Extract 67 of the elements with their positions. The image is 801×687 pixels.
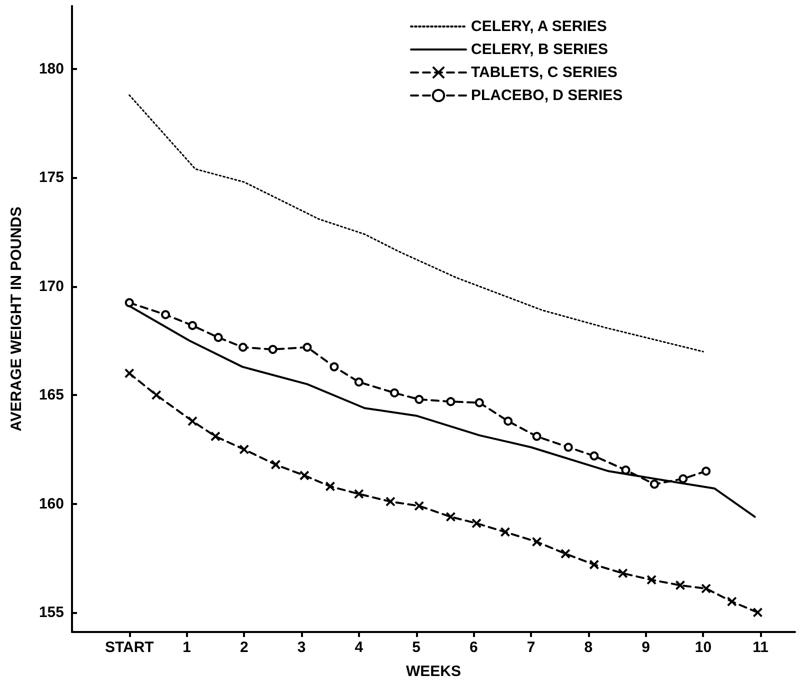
point: [618, 568, 628, 578]
point: [124, 298, 134, 308]
point: [726, 596, 737, 607]
point: [564, 442, 573, 452]
point: [646, 574, 657, 585]
x-tick-label: 5: [412, 639, 420, 656]
point: [302, 342, 312, 352]
y-tick-label: 170: [38, 278, 64, 295]
point: [124, 368, 134, 378]
y-axis-title: AVERAGE WEIGHT IN POUNDS: [8, 206, 25, 432]
point: [560, 548, 570, 559]
point: [268, 344, 278, 354]
point: [354, 378, 364, 387]
point: [590, 451, 599, 460]
point: [390, 388, 399, 398]
legend-label: TABLETS, C SERIES: [471, 64, 618, 81]
point: [188, 321, 197, 330]
point: [472, 518, 482, 528]
point: [161, 310, 170, 320]
point: [474, 398, 484, 408]
x-tick-label: START: [104, 639, 154, 656]
x-tick-label: 1: [182, 639, 191, 656]
x-tick-label: 10: [694, 639, 712, 656]
point: [239, 444, 250, 454]
point: [188, 416, 198, 426]
point: [214, 332, 223, 342]
point: [151, 390, 162, 400]
x-tick-label: 9: [642, 639, 650, 656]
x-tick-label: 4: [354, 639, 364, 656]
point: [330, 362, 339, 372]
legend-label: PLACEBO, D SERIES: [471, 87, 623, 104]
point: [701, 584, 712, 594]
point: [446, 397, 456, 406]
point: [446, 512, 456, 522]
point: [385, 496, 396, 507]
legend-label: CELERY, B SERIES: [471, 41, 608, 58]
point: [500, 527, 510, 538]
point: [414, 394, 424, 404]
x-tick-label: 3: [297, 639, 306, 656]
point: [299, 470, 310, 480]
x-tick-label: 11: [752, 639, 768, 656]
point: [238, 342, 248, 352]
y-tick-label: 175: [38, 169, 64, 186]
point: [532, 432, 542, 441]
point: [752, 607, 763, 618]
point: [532, 536, 542, 547]
point: [325, 481, 336, 492]
point: [650, 480, 659, 489]
point: [702, 466, 711, 476]
y-tick-label: 160: [38, 495, 64, 512]
y-tick-label: 155: [38, 604, 64, 621]
x-tick-label: 2: [240, 639, 248, 656]
point: [210, 431, 220, 442]
point: [678, 474, 688, 484]
point: [414, 500, 424, 511]
y-tick-label: 165: [38, 386, 64, 404]
point: [270, 460, 281, 470]
point: [589, 560, 600, 570]
x-tick-label: 6: [469, 639, 478, 656]
legend-label: CELERY, A SERIES: [471, 18, 607, 35]
y-tick-label: 180: [38, 60, 64, 78]
point: [504, 416, 513, 426]
x-tick-label: 8: [584, 639, 593, 656]
x-tick-label: 7: [526, 639, 536, 656]
point: [675, 580, 686, 590]
x-axis-title: WEEKS: [406, 663, 462, 680]
point: [354, 488, 364, 499]
